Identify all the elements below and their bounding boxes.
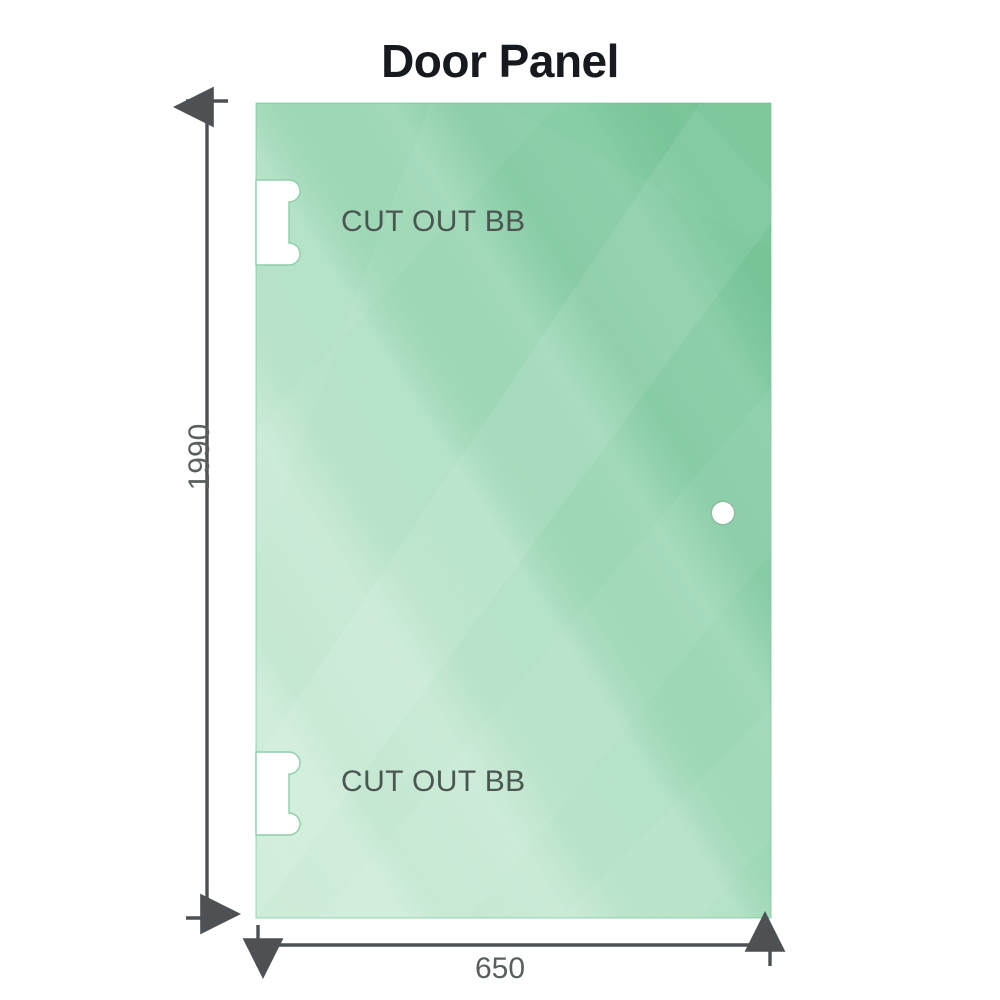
dimension-height-label: 1990 bbox=[183, 423, 216, 491]
dimension-width-label: 650 bbox=[474, 952, 526, 985]
cut-out-bb-top bbox=[255, 179, 301, 266]
dimension-height bbox=[173, 86, 241, 935]
cut-out-bb-bottom-label: CUT OUT BB bbox=[341, 765, 526, 798]
glass-door-panel bbox=[255, 102, 772, 919]
dimension-width bbox=[242, 911, 786, 979]
cut-out-bb-top-label: CUT OUT BB bbox=[341, 205, 526, 238]
page-title: Door Panel bbox=[381, 35, 619, 87]
cut-out-bb-bottom bbox=[255, 751, 301, 836]
handle-hole bbox=[710, 500, 736, 526]
